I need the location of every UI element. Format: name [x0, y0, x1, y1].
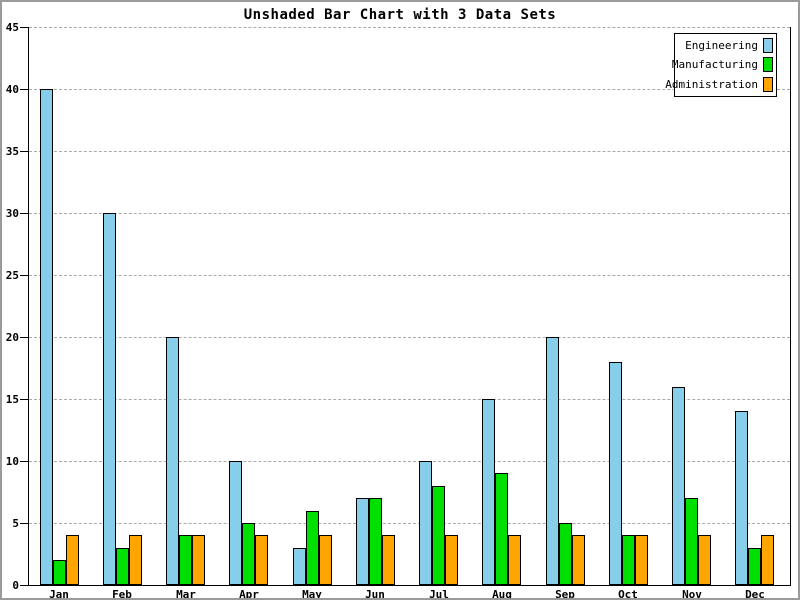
bar-administration-dec: [761, 535, 774, 585]
y-tick-label-15: 15: [5, 393, 19, 406]
bar-administration-jun: [382, 535, 395, 585]
bar-engineering-aug: [482, 399, 495, 585]
y-tick-label-30: 30: [5, 207, 19, 220]
x-tick-label-dec: Dec: [745, 588, 765, 600]
bar-administration-jan: [66, 535, 79, 585]
bar-manufacturing-sep: [559, 523, 572, 585]
gridline-25: [29, 275, 790, 276]
y-tick-25: [20, 275, 28, 276]
plot-right-border: [790, 27, 791, 585]
bar-engineering-sep: [546, 337, 559, 585]
bar-administration-nov: [698, 535, 711, 585]
y-tick-label-45: 45: [5, 21, 19, 34]
y-tick-label-25: 25: [5, 269, 19, 282]
bar-manufacturing-dec: [748, 548, 761, 585]
bar-engineering-feb: [103, 213, 116, 585]
gridline-20: [29, 337, 790, 338]
x-tick-label-jun: Jun: [365, 588, 385, 600]
bar-manufacturing-jun: [369, 498, 382, 585]
gridline-10: [29, 461, 790, 462]
bar-administration-oct: [635, 535, 648, 585]
x-tick-label-jan: Jan: [49, 588, 69, 600]
legend-swatch-engineering: [763, 38, 773, 54]
bar-manufacturing-mar: [179, 535, 192, 585]
bar-engineering-mar: [166, 337, 179, 585]
y-tick-35: [20, 151, 28, 152]
bar-manufacturing-jan: [53, 560, 66, 585]
bar-engineering-nov: [672, 387, 685, 585]
x-tick-label-apr: Apr: [239, 588, 259, 600]
bar-manufacturing-nov: [685, 498, 698, 585]
gridline-40: [29, 89, 790, 90]
bar-administration-jul: [445, 535, 458, 585]
y-tick-45: [20, 27, 28, 28]
x-axis-line: [28, 585, 791, 586]
bar-manufacturing-feb: [116, 548, 129, 585]
bar-manufacturing-jul: [432, 486, 445, 585]
bar-manufacturing-aug: [495, 473, 508, 585]
bar-administration-may: [319, 535, 332, 585]
y-axis-line: [28, 27, 29, 585]
x-tick-label-mar: Mar: [176, 588, 196, 600]
bar-manufacturing-oct: [622, 535, 635, 585]
y-tick-label-40: 40: [5, 83, 19, 96]
bar-administration-mar: [192, 535, 205, 585]
legend: Engineering Manufacturing Administration: [665, 33, 777, 97]
legend-swatch-administration: [763, 76, 773, 92]
x-tick-label-feb: Feb: [112, 588, 132, 600]
bar-manufacturing-apr: [242, 523, 255, 585]
legend-label-engineering: Engineering: [685, 39, 758, 53]
y-tick-0: [20, 585, 28, 586]
x-tick-label-jul: Jul: [429, 588, 449, 600]
bar-administration-aug: [508, 535, 521, 585]
bar-manufacturing-may: [306, 511, 319, 585]
x-tick-label-oct: Oct: [618, 588, 638, 600]
bar-engineering-jul: [419, 461, 432, 585]
bar-administration-sep: [572, 535, 585, 585]
y-tick-20: [20, 337, 28, 338]
x-tick-label-nov: Nov: [682, 588, 702, 600]
legend-label-manufacturing: Manufacturing: [671, 58, 758, 72]
legend-entry-manufacturing: Manufacturing: [672, 57, 773, 73]
bar-engineering-jun: [356, 498, 369, 585]
x-tick-label-aug: Aug: [492, 588, 512, 600]
bar-engineering-apr: [229, 461, 242, 585]
gridline-30: [29, 213, 790, 214]
legend-swatch-manufacturing: [763, 57, 773, 73]
legend-entry-engineering: Engineering: [678, 38, 773, 54]
y-tick-10: [20, 461, 28, 462]
legend-entry-administration: Administration: [665, 76, 773, 92]
gridline-5: [29, 523, 790, 524]
gridline-45: [29, 27, 790, 28]
gridline-35: [29, 151, 790, 152]
x-tick-label-sep: Sep: [555, 588, 575, 600]
y-tick-40: [20, 89, 28, 90]
bar-engineering-may: [293, 548, 306, 585]
gridline-15: [29, 399, 790, 400]
y-tick-label-35: 35: [5, 145, 19, 158]
bar-administration-feb: [129, 535, 142, 585]
bar-engineering-oct: [609, 362, 622, 585]
bar-administration-apr: [255, 535, 268, 585]
y-tick-5: [20, 523, 28, 524]
y-tick-30: [20, 213, 28, 214]
y-tick-label-20: 20: [5, 331, 19, 344]
legend-label-administration: Administration: [665, 77, 758, 91]
chart-title: Unshaded Bar Chart with 3 Data Sets: [243, 7, 557, 23]
bar-engineering-dec: [735, 411, 748, 585]
y-tick-15: [20, 399, 28, 400]
x-tick-label-may: May: [302, 588, 322, 600]
y-tick-label-5: 5: [12, 517, 19, 530]
y-tick-label-10: 10: [5, 455, 19, 468]
y-tick-label-0: 0: [12, 579, 19, 592]
bar-engineering-jan: [40, 89, 53, 585]
